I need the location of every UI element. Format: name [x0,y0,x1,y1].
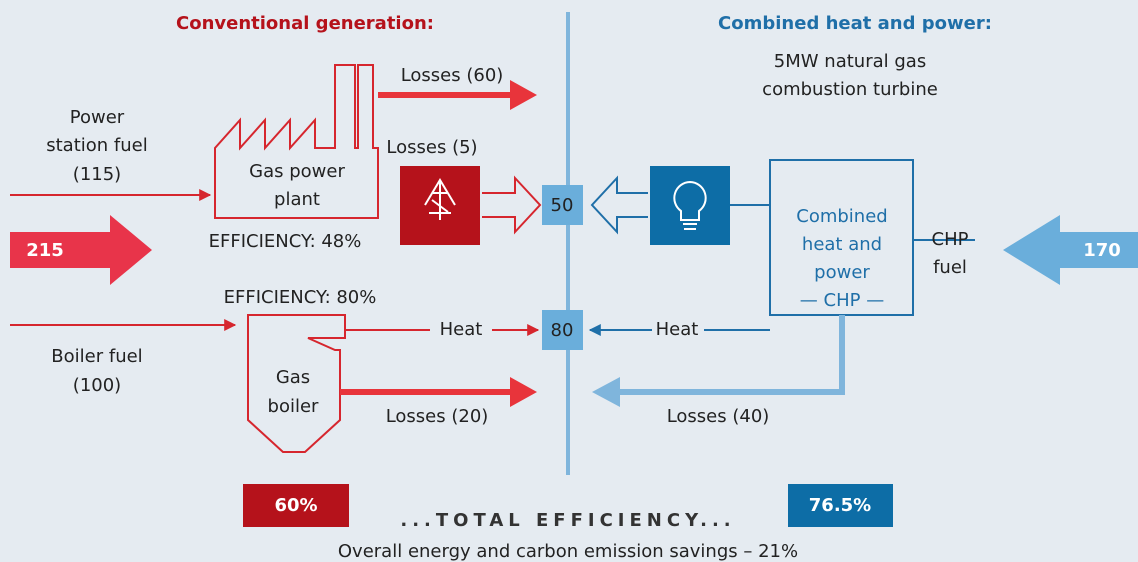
box [542,310,583,350]
loss-arrow [592,315,845,407]
box [542,185,583,225]
factory [214,64,379,219]
label: ...TOTAL EFFICIENCY... [400,510,735,531]
label: Power [70,107,125,128]
label: Losses (60) [401,65,504,86]
label: 60% [274,495,317,516]
label: boiler [268,396,320,417]
label: Losses (20) [386,406,489,427]
label: 5MW natural gas [774,51,926,72]
label: Overall energy and carbon emission savin… [338,541,798,562]
label: 50 [551,195,574,216]
label: fuel [933,257,967,278]
label: 170 [1083,240,1121,261]
labels: Conventional generation: Combined heat a… [26,13,1121,562]
hollow-arrow [590,175,648,235]
pylon [424,178,456,220]
label: (115) [73,164,121,185]
label: 80 [551,320,574,341]
heading: Combined heat and power: [718,13,992,34]
heading: Conventional generation: [176,13,434,34]
hollow-arrow [482,175,542,235]
label: Gas [276,367,310,388]
label: station fuel [46,135,148,156]
bulb [673,180,707,230]
label: 76.5% [809,495,871,516]
bulb-icon [650,166,730,245]
label: power [814,262,870,283]
label: combustion turbine [762,79,938,100]
label: EFFICIENCY: 80% [224,287,377,308]
label: Losses (40) [667,406,770,427]
graphics [10,12,1138,527]
label: Losses (5) [386,137,477,158]
label: CHP [932,229,969,250]
loss-arrow [378,80,537,110]
label: Gas power [249,161,345,182]
label: Boiler fuel [51,346,142,367]
label: plant [274,189,320,210]
total-box [243,484,349,527]
label: heat and [802,234,882,255]
label: EFFICIENCY: 48% [209,231,362,252]
label: Heat [440,319,483,340]
label: 215 [26,240,64,261]
label: — CHP — [800,290,884,311]
label: Combined [796,206,887,227]
input-arrow [10,215,152,285]
label: (100) [73,375,121,396]
input-arrow [1003,215,1138,285]
loss-arrow [340,377,537,407]
total-box [788,484,893,527]
label: Heat [656,319,699,340]
